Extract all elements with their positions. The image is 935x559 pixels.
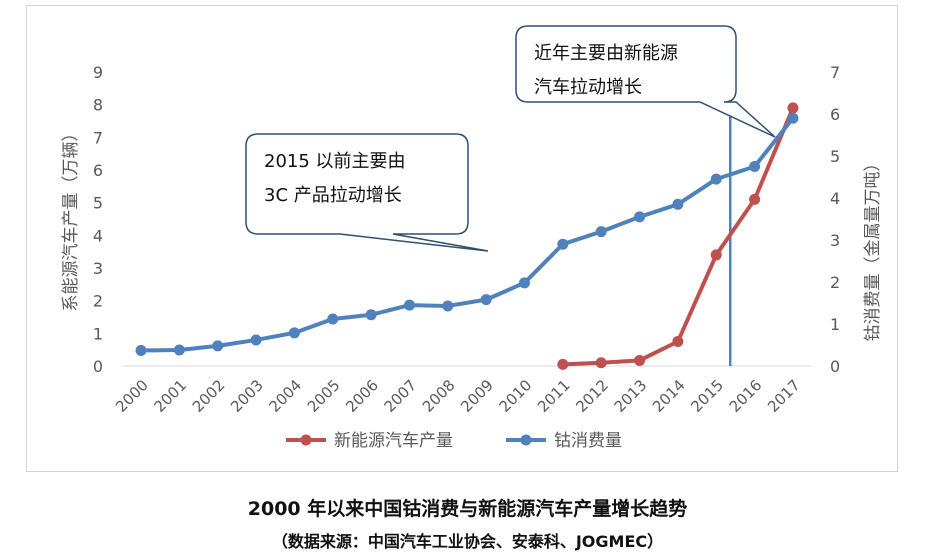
legend-swatch-marker	[300, 434, 312, 446]
x-tick-label: 2011	[534, 376, 574, 416]
data-point	[557, 238, 569, 250]
data-point	[595, 226, 607, 238]
callout-text: 3C 产品拉动增长	[264, 185, 402, 206]
left-tick-label: 3	[93, 259, 103, 278]
data-point	[327, 313, 339, 325]
data-point	[173, 344, 185, 356]
data-point	[672, 336, 684, 347]
data-point	[634, 211, 646, 223]
left-tick-label: 1	[93, 324, 103, 343]
data-point	[250, 334, 262, 346]
callout-text: 近年主要由新能源	[534, 43, 678, 64]
data-point	[442, 300, 454, 312]
legend-swatch-marker	[520, 434, 532, 446]
x-tick-label: 2010	[496, 376, 536, 416]
x-tick-label: 2000	[112, 376, 152, 416]
data-point	[787, 102, 799, 114]
x-tick-label: 2006	[342, 376, 382, 416]
legend: 新能源汽车产量 钴消费量	[286, 431, 622, 451]
x-tick-label: 2014	[649, 376, 689, 416]
data-point	[365, 309, 377, 321]
x-tick-label: 2004	[265, 376, 305, 416]
callout: 2015 以前主要由 3C 产品拉动增长	[245, 133, 489, 252]
left-axis: 0 1 2 3 4 5 6 7 8 9	[93, 63, 103, 376]
callout-box	[515, 25, 776, 138]
x-tick-label: 2016	[726, 376, 766, 416]
data-point	[634, 354, 646, 366]
x-tick-label: 2015	[687, 376, 727, 416]
series-1	[557, 102, 799, 370]
data-point	[403, 299, 415, 311]
series	[135, 102, 799, 370]
left-tick-label: 8	[93, 96, 103, 115]
right-tick-label: 4	[830, 189, 840, 208]
data-point	[749, 161, 761, 172]
data-point	[710, 173, 722, 185]
callout-box	[245, 133, 489, 252]
data-point	[212, 340, 224, 352]
x-tick-label: 2017	[764, 376, 804, 416]
data-point	[710, 249, 722, 261]
legend-label: 新能源汽车产量	[334, 431, 453, 451]
series-line	[560, 105, 795, 367]
left-tick-label: 0	[93, 357, 103, 376]
data-point	[672, 198, 684, 210]
right-tick-label: 6	[830, 105, 840, 124]
x-axis: 2000200120022003200420052006200720082009…	[112, 365, 811, 416]
x-tick-label: 2003	[227, 376, 267, 416]
x-tick-label: 2012	[572, 376, 612, 416]
data-point	[595, 357, 607, 369]
right-axis-label: 钴消费量（金属量万吨）	[863, 155, 883, 342]
left-tick-label: 6	[93, 161, 103, 180]
caption-title: 2000 年以来中国钴消费与新能源汽车产量增长趋势	[247, 498, 688, 520]
right-tick-label: 0	[830, 357, 840, 376]
x-tick-label: 2013	[611, 376, 651, 416]
x-tick-label: 2002	[189, 376, 229, 416]
chart-frame	[26, 5, 898, 472]
series-line	[139, 116, 795, 353]
data-point	[519, 277, 530, 289]
series-2	[135, 112, 799, 356]
right-tick-label: 7	[830, 63, 840, 82]
left-tick-label: 5	[93, 194, 103, 213]
data-point	[557, 358, 569, 370]
data-point	[787, 112, 799, 124]
data-point	[749, 193, 761, 205]
left-axis-label: 系能源汽车产量（万辆）	[61, 125, 81, 312]
data-point	[135, 344, 147, 356]
x-tick-label: 2007	[381, 376, 421, 416]
x-tick-label: 2009	[457, 376, 497, 416]
x-tick-label: 2008	[419, 376, 459, 416]
callout-text: 2015 以前主要由	[264, 151, 406, 172]
caption-source: （数据来源：中国汽车工业协会、安泰科、JOGMEC）	[271, 532, 664, 551]
data-point	[288, 327, 300, 339]
callout-text: 汽车拉动增长	[534, 77, 642, 98]
legend-label: 钴消费量	[554, 431, 622, 451]
left-tick-label: 4	[93, 226, 103, 245]
x-tick-label: 2001	[150, 376, 190, 416]
right-tick-label: 2	[830, 273, 840, 292]
right-tick-label: 5	[830, 147, 840, 166]
right-axis: 0 1 2 3 4 5 6 7	[830, 63, 840, 376]
x-tick-label: 2005	[304, 376, 344, 416]
right-tick-label: 1	[830, 315, 840, 334]
left-tick-label: 9	[93, 63, 103, 82]
data-point	[480, 294, 492, 306]
right-tick-label: 3	[830, 231, 840, 250]
left-tick-label: 2	[93, 292, 103, 311]
left-tick-label: 7	[93, 128, 103, 147]
